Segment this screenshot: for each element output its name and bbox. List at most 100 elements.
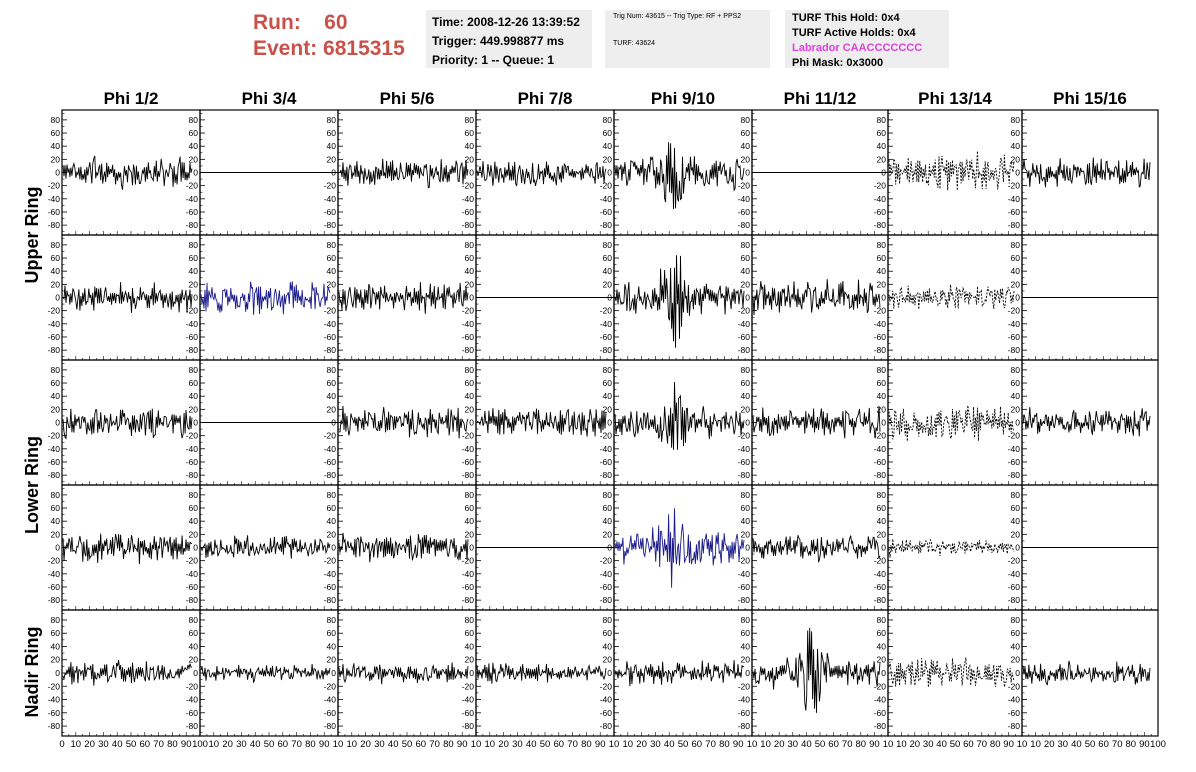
y-tick-label: -60 [324,332,337,342]
column-header: Phi 15/16 [1053,89,1127,108]
y-tick-label: 60 [465,378,475,388]
y-tick-label: 0 [881,168,886,178]
x-tick-label: 10 [609,739,620,750]
waveform-panel: -80 -60 -40 -20 0 20 40 60 80 [462,609,615,737]
y-tick-label: 40 [741,141,751,151]
y-tick-label: 60 [465,628,475,638]
y-tick-label: -40 [1008,695,1021,705]
x-tick-label: 70 [705,739,716,750]
y-tick-label: 0 [1015,418,1020,428]
y-tick-label: 80 [465,490,475,500]
y-tick-label: 80 [1011,365,1021,375]
y-tick-label: -80 [874,345,887,355]
y-tick-label: 40 [877,641,887,651]
waveform-panel: -80 -60 -40 -20 0 20 40 60 80 [462,234,615,361]
waveform-panel: -80 -60 -40 -20 0 20 40 60 80 [48,609,201,737]
y-tick-label: 20 [327,655,337,665]
waveform-trace [614,142,745,210]
y-tick-label: 60 [465,253,475,263]
y-tick-label: -20 [324,681,337,691]
waveform-trace [888,284,1015,310]
y-tick-label: -40 [324,194,337,204]
y-tick-label: -80 [48,470,61,480]
waveform-panel: -80 -60 -40 -20 0 20 40 60 80 [738,359,889,486]
x-tick-label: 90 [595,739,606,750]
y-tick-label: 80 [877,615,887,625]
y-tick-label: 80 [327,615,337,625]
x-tick-label: 90 [181,739,192,750]
column-header: Phi 1/2 [104,89,159,108]
waveform-panels: -80 -60 -40 -20 0 20 40 60 80 -80 -60 -40 -20 0 20 40 60… [48,109,1159,737]
y-tick-label: -40 [48,569,61,579]
y-tick-label: -60 [1008,332,1021,342]
y-tick-label: 0 [193,418,198,428]
x-tick-label: 90 [1003,739,1014,750]
y-tick-label: -40 [186,194,199,204]
y-tick-label: -60 [738,207,751,217]
y-tick-label: 80 [877,240,887,250]
y-tick-label: 60 [603,253,613,263]
y-tick-label: -20 [600,181,613,191]
y-tick-label: 40 [1011,391,1021,401]
y-tick-label: -40 [48,695,61,705]
y-tick-label: -80 [186,470,199,480]
waveform-panel: -80 -60 -40 -20 0 20 40 60 80 [186,359,339,486]
y-tick-label: -40 [600,444,613,454]
x-tick-label: 10 [896,739,907,750]
y-tick-label: 20 [603,529,613,539]
waveform-trace [338,662,469,685]
x-tick-label: 20 [774,739,785,750]
y-tick-label: 60 [51,378,61,388]
y-tick-label: 80 [1011,115,1021,125]
y-tick-label: 80 [51,615,61,625]
y-tick-label: -80 [874,595,887,605]
y-tick-label: 40 [603,641,613,651]
y-tick-label: 40 [51,391,61,401]
y-tick-label: 20 [877,655,887,665]
waveform-trace [614,381,745,450]
waveform-trace [338,158,469,189]
y-tick-label: -60 [600,708,613,718]
y-tick-label: 20 [877,154,887,164]
waveform-panel: -80 -60 -40 -20 0 20 40 60 80 [48,109,201,236]
y-tick-label: -40 [48,194,61,204]
y-tick-label: 60 [603,628,613,638]
y-tick-label: 20 [189,404,199,414]
y-tick-label: 80 [603,115,613,125]
y-tick-label: -80 [1008,721,1021,731]
y-tick-label: 20 [741,529,751,539]
ring-label: Lower Ring [22,436,42,534]
y-tick-label: -20 [874,431,887,441]
y-tick-label: -80 [738,470,751,480]
y-tick-label: 0 [469,293,474,303]
y-tick-label: 40 [1011,266,1021,276]
y-tick-label: 20 [1011,279,1021,289]
waveform-panel: -80 -60 -40 -20 0 20 40 60 80 [874,109,1023,236]
y-tick-label: -60 [48,582,61,592]
y-tick-label: -80 [874,721,887,731]
y-tick-label: 40 [1011,141,1021,151]
y-tick-label: -20 [462,556,475,566]
y-tick-label: 0 [55,418,60,428]
x-tick-label: 50 [402,739,413,750]
y-tick-label: 80 [603,365,613,375]
y-tick-label: -80 [462,721,475,731]
y-tick-label: 20 [1011,529,1021,539]
y-tick-label: 80 [51,490,61,500]
waveform-panel: -80 -60 -40 -20 0 20 40 60 80 [48,359,201,486]
run-value: 60 [324,11,348,34]
y-tick-label: 0 [1015,293,1020,303]
run-label: Run: [253,11,301,34]
y-tick-label: 20 [741,404,751,414]
x-tick-label: 40 [388,739,399,750]
waveform-trace [62,660,193,686]
y-tick-label: -80 [324,470,337,480]
x-tick-label: 10 [760,739,771,750]
waveform-trace [338,282,469,314]
y-tick-label: -20 [186,431,199,441]
x-tick-label: 30 [98,739,109,750]
y-tick-label: 80 [189,490,199,500]
y-tick-label: 20 [51,404,61,414]
y-tick-label: 40 [603,141,613,151]
y-tick-label: 80 [51,365,61,375]
